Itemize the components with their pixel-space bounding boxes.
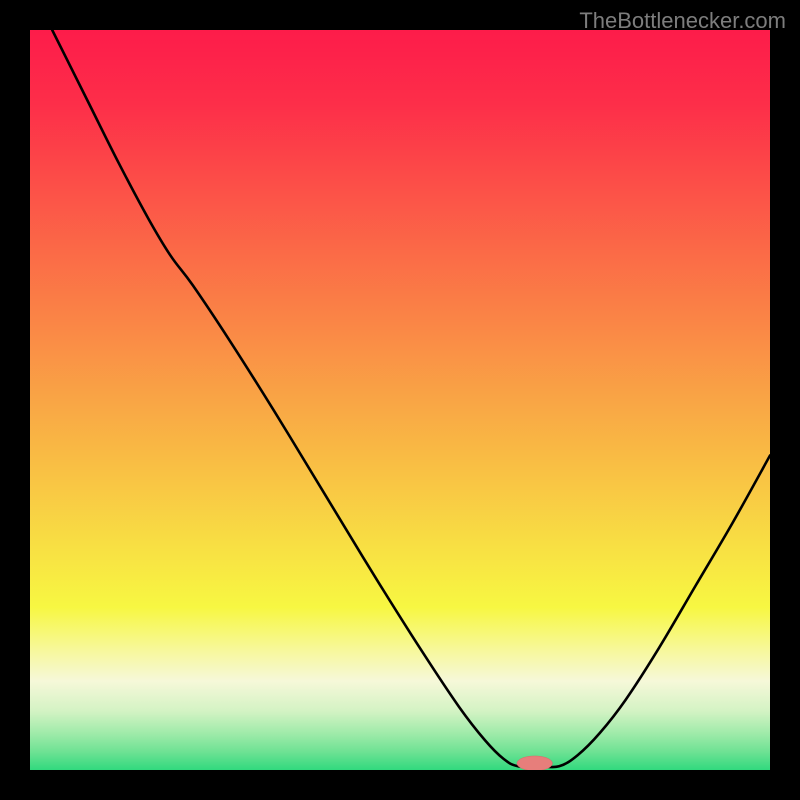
optimal-marker: [517, 756, 553, 770]
chart-frame: TheBottlenecker.com: [0, 0, 800, 800]
bottleneck-chart: [30, 30, 770, 770]
chart-background: [30, 30, 770, 770]
watermark-text: TheBottlenecker.com: [579, 8, 786, 34]
